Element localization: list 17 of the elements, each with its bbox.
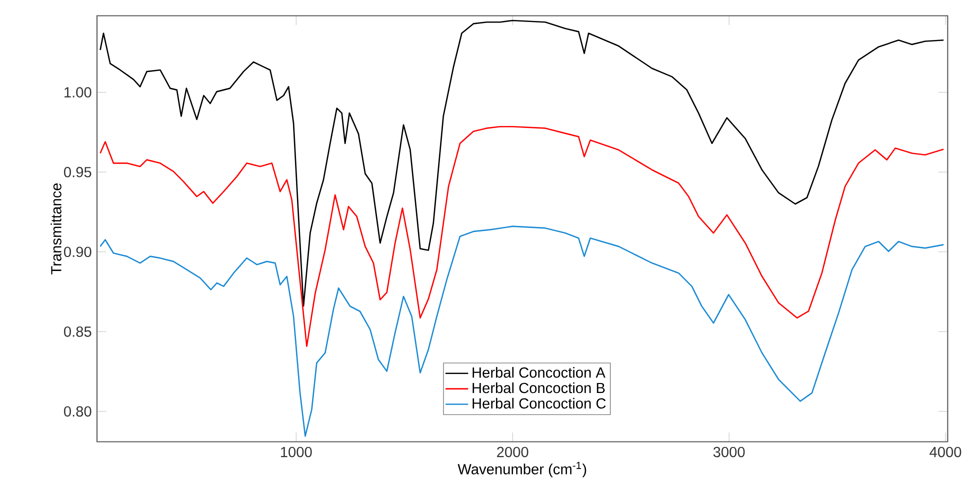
line-series [100,226,944,437]
x-tick-label: 3000 [713,446,745,458]
legend-label: Herbal Concoction B [472,382,605,394]
line-series [100,126,944,347]
x-tick-label: 2000 [497,446,528,458]
legend-label: Herbal Concoction A [472,366,606,378]
y-tick-label: 0.80 [64,406,92,417]
y-tick-label: 0.85 [64,326,92,337]
x-axis-title: Wavenumber (cm$^{-1}$) [458,462,586,478]
legend-label: Herbal Concoction C [472,398,606,409]
line-series [100,20,944,307]
y-axis-title: Transmittance [50,183,62,274]
x-tick-label: 1000 [280,446,312,458]
x-tick-label: 4000 [930,446,962,458]
y-tick-label: 1.00 [64,87,92,98]
y-tick-label: 0.90 [64,246,92,258]
y-tick-label: 0.95 [64,166,92,178]
